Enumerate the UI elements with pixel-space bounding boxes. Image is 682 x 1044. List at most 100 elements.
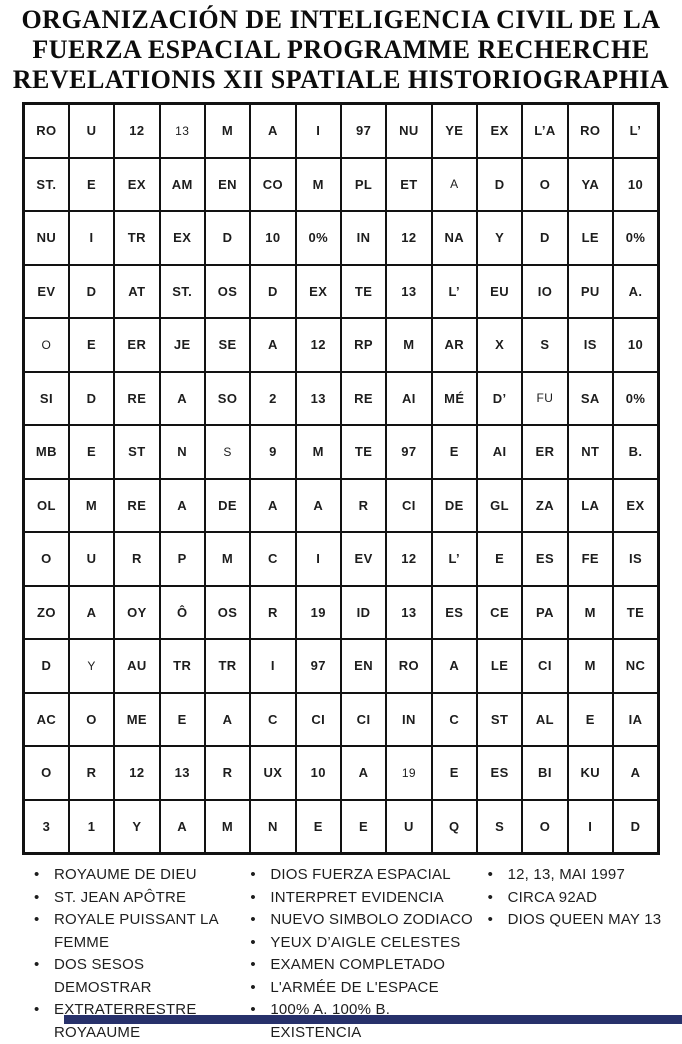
grid-cell: OY xyxy=(113,584,161,640)
grid-cell: NC xyxy=(611,638,660,694)
grid-cell: AT xyxy=(113,263,161,319)
grid-cell: FU xyxy=(521,370,569,426)
grid-cell: 19 xyxy=(294,584,342,640)
grid-cell: 0% xyxy=(294,210,342,266)
legend-item: • NUEVO SIMBOLO ZODIACO xyxy=(244,909,481,932)
grid-cell: ST. xyxy=(22,156,70,212)
grid-row: EV D AT ST. OS D EX TE 13 L’ EU IO PU A. xyxy=(22,263,660,319)
legend-item-label: L'ARMÉE DE L'ESPACE xyxy=(270,978,439,996)
grid-cell: ZA xyxy=(521,477,569,533)
grid-cell: RO xyxy=(385,638,433,694)
grid-cell: IN xyxy=(385,691,433,747)
grid-cell: EN xyxy=(203,156,252,212)
grid-cell: Q xyxy=(430,798,478,855)
bullet-icon: • xyxy=(250,866,256,883)
grid-cell: M xyxy=(566,638,614,694)
grid-cell: CI xyxy=(385,477,433,533)
grid-cell: ZO xyxy=(22,584,70,640)
grid-cell: 0% xyxy=(611,370,660,426)
grid-cell: A xyxy=(294,477,342,533)
grid-cell: D xyxy=(611,798,660,855)
legend-item: • ST. JEAN APÔTRE xyxy=(28,887,244,910)
grid-cell: TE xyxy=(611,584,660,640)
grid-cell: 12 xyxy=(113,102,161,159)
grid-cell: SO xyxy=(203,370,252,426)
grid-cell: C xyxy=(430,691,478,747)
legend-item: • ROYAUME DE DIEU xyxy=(28,864,244,887)
grid-cell: LE xyxy=(566,210,614,266)
grid-cell: D xyxy=(521,210,569,266)
grid-row: D Y AU TR TR I 97 EN RO A LE CI M NC xyxy=(22,638,660,694)
grid-cell: O xyxy=(521,156,569,212)
grid-cell: A xyxy=(611,745,660,801)
grid-cell: ST xyxy=(113,424,161,480)
grid-cell: 97 xyxy=(294,638,342,694)
legend-item: • ROYALE PUISSANT LA FEMME xyxy=(28,909,244,954)
grid-cell: MÉ xyxy=(430,370,478,426)
grid-cell: I xyxy=(294,102,342,159)
bullet-icon: • xyxy=(34,888,40,906)
grid-cell: I xyxy=(294,531,342,587)
grid-cell: M xyxy=(203,102,252,159)
grid-cell: PA xyxy=(521,584,569,640)
grid-cell: EX xyxy=(113,156,161,212)
grid-cell: IS xyxy=(611,531,660,587)
bullet-icon: • xyxy=(487,866,494,883)
grid-cell: NU xyxy=(22,210,70,266)
grid-cell: EV xyxy=(22,263,70,319)
grid-cell: E xyxy=(158,691,206,747)
grid-cell: Y xyxy=(475,210,524,266)
grid-cell: PU xyxy=(566,263,614,319)
bullet-icon: • xyxy=(34,1001,40,1018)
legend-item: • YEUX D’AIGLE CELESTES xyxy=(244,932,481,955)
grid-cell: LA xyxy=(566,477,614,533)
grid-cell: ER xyxy=(113,317,161,373)
grid-cell: EN xyxy=(339,638,388,694)
grid-cell: OL xyxy=(22,477,70,533)
grid-cell: A xyxy=(158,477,206,533)
grid-cell: L’ xyxy=(430,531,478,587)
grid-cell: DE xyxy=(430,477,478,533)
grid-cell: 10 xyxy=(249,210,297,266)
grid-cell: LE xyxy=(475,638,524,694)
grid-cell: RO xyxy=(22,102,70,159)
grid-row: NU I TR EX D 10 0% IN 12 NA Y D LE 0% xyxy=(22,210,660,266)
grid-cell: A xyxy=(430,638,478,694)
grid-cell: TR xyxy=(203,638,252,694)
grid-row: OL M RE A DE A A R CI DE GL ZA LA EX xyxy=(22,477,660,533)
grid-row: O U R P M C I EV 12 L’ E ES FE IS xyxy=(22,531,660,587)
grid-cell: I xyxy=(566,798,614,855)
grid-cell: TR xyxy=(113,210,161,266)
legend-item: • DIOS FUERZA ESPACIAL xyxy=(244,864,481,887)
bullet-icon: • xyxy=(250,1001,256,1018)
legend-item-label: ST. JEAN APÔTRE xyxy=(54,888,187,906)
grid-cell: YA xyxy=(566,156,614,212)
grid-row: SI D RE A SO 2 13 RE AI MÉ D’ FU SA 0% xyxy=(22,370,660,426)
grid-cell: 13 xyxy=(158,102,206,159)
grid-cell: A. xyxy=(611,263,660,319)
grid-row: AC O ME E A C CI CI IN C ST AL E IA xyxy=(22,691,660,747)
legend-item: • DIOS QUEEN MAY 13 xyxy=(482,909,666,932)
grid-cell: 1 xyxy=(67,798,116,855)
grid-cell: RE xyxy=(113,477,161,533)
bullet-icon: • xyxy=(250,888,256,906)
grid-cell: D xyxy=(203,210,252,266)
grid-cell: R xyxy=(203,745,252,801)
legend-item-label: INTERPRET EVIDENCIA xyxy=(270,888,444,906)
grid-cell: UX xyxy=(249,745,297,801)
grid-cell: ES xyxy=(475,745,524,801)
grid-cell: A xyxy=(339,745,388,801)
grid-cell: ID xyxy=(339,584,388,640)
legend-item: • CIRCA 92AD xyxy=(482,887,666,910)
grid-cell: ER xyxy=(521,424,569,480)
grid-cell: U xyxy=(67,102,116,159)
grid-cell: SE xyxy=(203,317,252,373)
grid-cell: X xyxy=(475,317,524,373)
grid-cell: A xyxy=(203,691,252,747)
bullet-icon: • xyxy=(34,866,40,883)
page-title-line-2: FUERZA ESPACIAL PROGRAMME RECHERCHE xyxy=(32,35,650,64)
grid-cell: D xyxy=(475,156,524,212)
grid-cell: TR xyxy=(158,638,206,694)
grid-cell: IS xyxy=(566,317,614,373)
legend-item-label: 12, 13, MAI 1997 xyxy=(507,866,626,883)
